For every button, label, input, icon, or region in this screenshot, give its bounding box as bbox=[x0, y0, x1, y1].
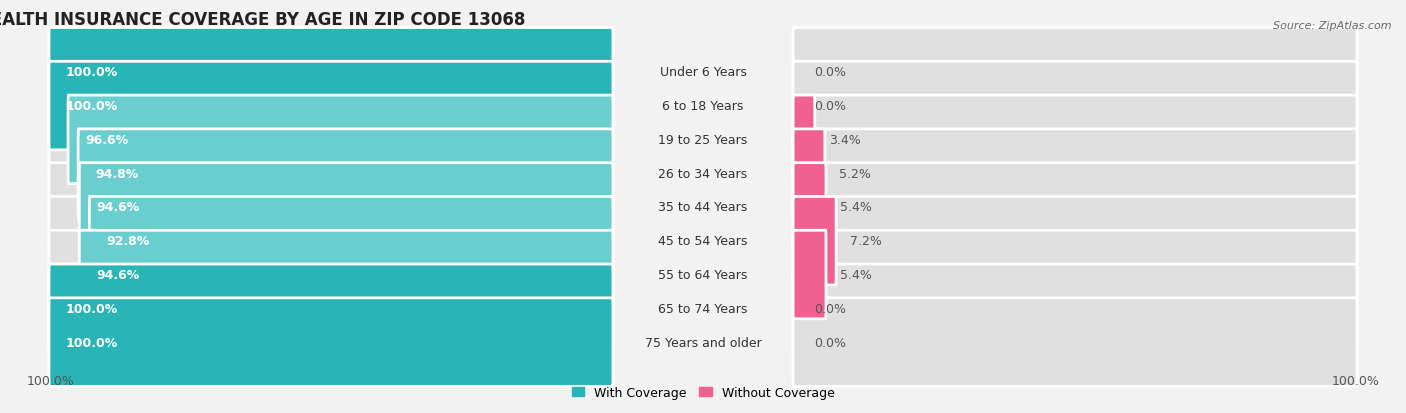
FancyBboxPatch shape bbox=[793, 298, 1357, 387]
FancyBboxPatch shape bbox=[49, 197, 613, 285]
Text: 94.6%: 94.6% bbox=[96, 268, 139, 281]
Text: 94.6%: 94.6% bbox=[96, 201, 139, 214]
FancyBboxPatch shape bbox=[793, 96, 1357, 184]
FancyBboxPatch shape bbox=[793, 197, 1357, 285]
FancyBboxPatch shape bbox=[79, 130, 613, 218]
Text: 100.0%: 100.0% bbox=[66, 100, 118, 113]
Text: 45 to 54 Years: 45 to 54 Years bbox=[658, 235, 748, 248]
FancyBboxPatch shape bbox=[67, 96, 613, 184]
FancyBboxPatch shape bbox=[49, 298, 613, 387]
Text: 94.8%: 94.8% bbox=[96, 167, 138, 180]
FancyBboxPatch shape bbox=[90, 197, 613, 285]
Text: 6 to 18 Years: 6 to 18 Years bbox=[662, 100, 744, 113]
FancyBboxPatch shape bbox=[49, 28, 613, 117]
Text: 55 to 64 Years: 55 to 64 Years bbox=[658, 268, 748, 281]
Text: 5.2%: 5.2% bbox=[839, 167, 872, 180]
Text: 26 to 34 Years: 26 to 34 Years bbox=[658, 167, 748, 180]
FancyBboxPatch shape bbox=[49, 62, 613, 150]
FancyBboxPatch shape bbox=[49, 62, 613, 150]
FancyBboxPatch shape bbox=[49, 130, 613, 218]
FancyBboxPatch shape bbox=[793, 130, 825, 218]
Text: 100.0%: 100.0% bbox=[1331, 374, 1379, 387]
Text: 0.0%: 0.0% bbox=[814, 66, 846, 79]
FancyBboxPatch shape bbox=[49, 298, 613, 387]
Text: HEALTH INSURANCE COVERAGE BY AGE IN ZIP CODE 13068: HEALTH INSURANCE COVERAGE BY AGE IN ZIP … bbox=[0, 11, 524, 29]
Text: 5.4%: 5.4% bbox=[841, 268, 872, 281]
Text: 7.2%: 7.2% bbox=[851, 235, 883, 248]
FancyBboxPatch shape bbox=[49, 163, 613, 252]
FancyBboxPatch shape bbox=[793, 231, 1357, 319]
Text: 100.0%: 100.0% bbox=[66, 336, 118, 349]
FancyBboxPatch shape bbox=[793, 28, 1357, 117]
Text: 96.6%: 96.6% bbox=[84, 133, 128, 147]
Text: 0.0%: 0.0% bbox=[814, 302, 846, 315]
Text: 75 Years and older: 75 Years and older bbox=[644, 336, 762, 349]
FancyBboxPatch shape bbox=[793, 130, 1357, 218]
FancyBboxPatch shape bbox=[793, 231, 825, 319]
Text: 100.0%: 100.0% bbox=[66, 302, 118, 315]
Text: 3.4%: 3.4% bbox=[830, 133, 860, 147]
FancyBboxPatch shape bbox=[49, 231, 613, 319]
Text: 100.0%: 100.0% bbox=[66, 66, 118, 79]
Text: 65 to 74 Years: 65 to 74 Years bbox=[658, 302, 748, 315]
Text: Under 6 Years: Under 6 Years bbox=[659, 66, 747, 79]
Text: 35 to 44 Years: 35 to 44 Years bbox=[658, 201, 748, 214]
Text: 0.0%: 0.0% bbox=[814, 100, 846, 113]
Text: 0.0%: 0.0% bbox=[814, 336, 846, 349]
FancyBboxPatch shape bbox=[49, 96, 613, 184]
FancyBboxPatch shape bbox=[49, 28, 613, 117]
Legend: With Coverage, Without Coverage: With Coverage, Without Coverage bbox=[567, 381, 839, 404]
FancyBboxPatch shape bbox=[793, 62, 1357, 150]
Text: Source: ZipAtlas.com: Source: ZipAtlas.com bbox=[1274, 21, 1392, 31]
Text: 100.0%: 100.0% bbox=[27, 374, 75, 387]
Text: 19 to 25 Years: 19 to 25 Years bbox=[658, 133, 748, 147]
FancyBboxPatch shape bbox=[793, 96, 814, 184]
Text: 5.4%: 5.4% bbox=[841, 201, 872, 214]
Text: 92.8%: 92.8% bbox=[107, 235, 149, 248]
FancyBboxPatch shape bbox=[49, 264, 613, 353]
FancyBboxPatch shape bbox=[793, 197, 837, 285]
FancyBboxPatch shape bbox=[793, 163, 1357, 252]
FancyBboxPatch shape bbox=[49, 264, 613, 353]
FancyBboxPatch shape bbox=[793, 264, 1357, 353]
FancyBboxPatch shape bbox=[79, 231, 613, 319]
FancyBboxPatch shape bbox=[793, 163, 825, 252]
FancyBboxPatch shape bbox=[79, 163, 613, 252]
